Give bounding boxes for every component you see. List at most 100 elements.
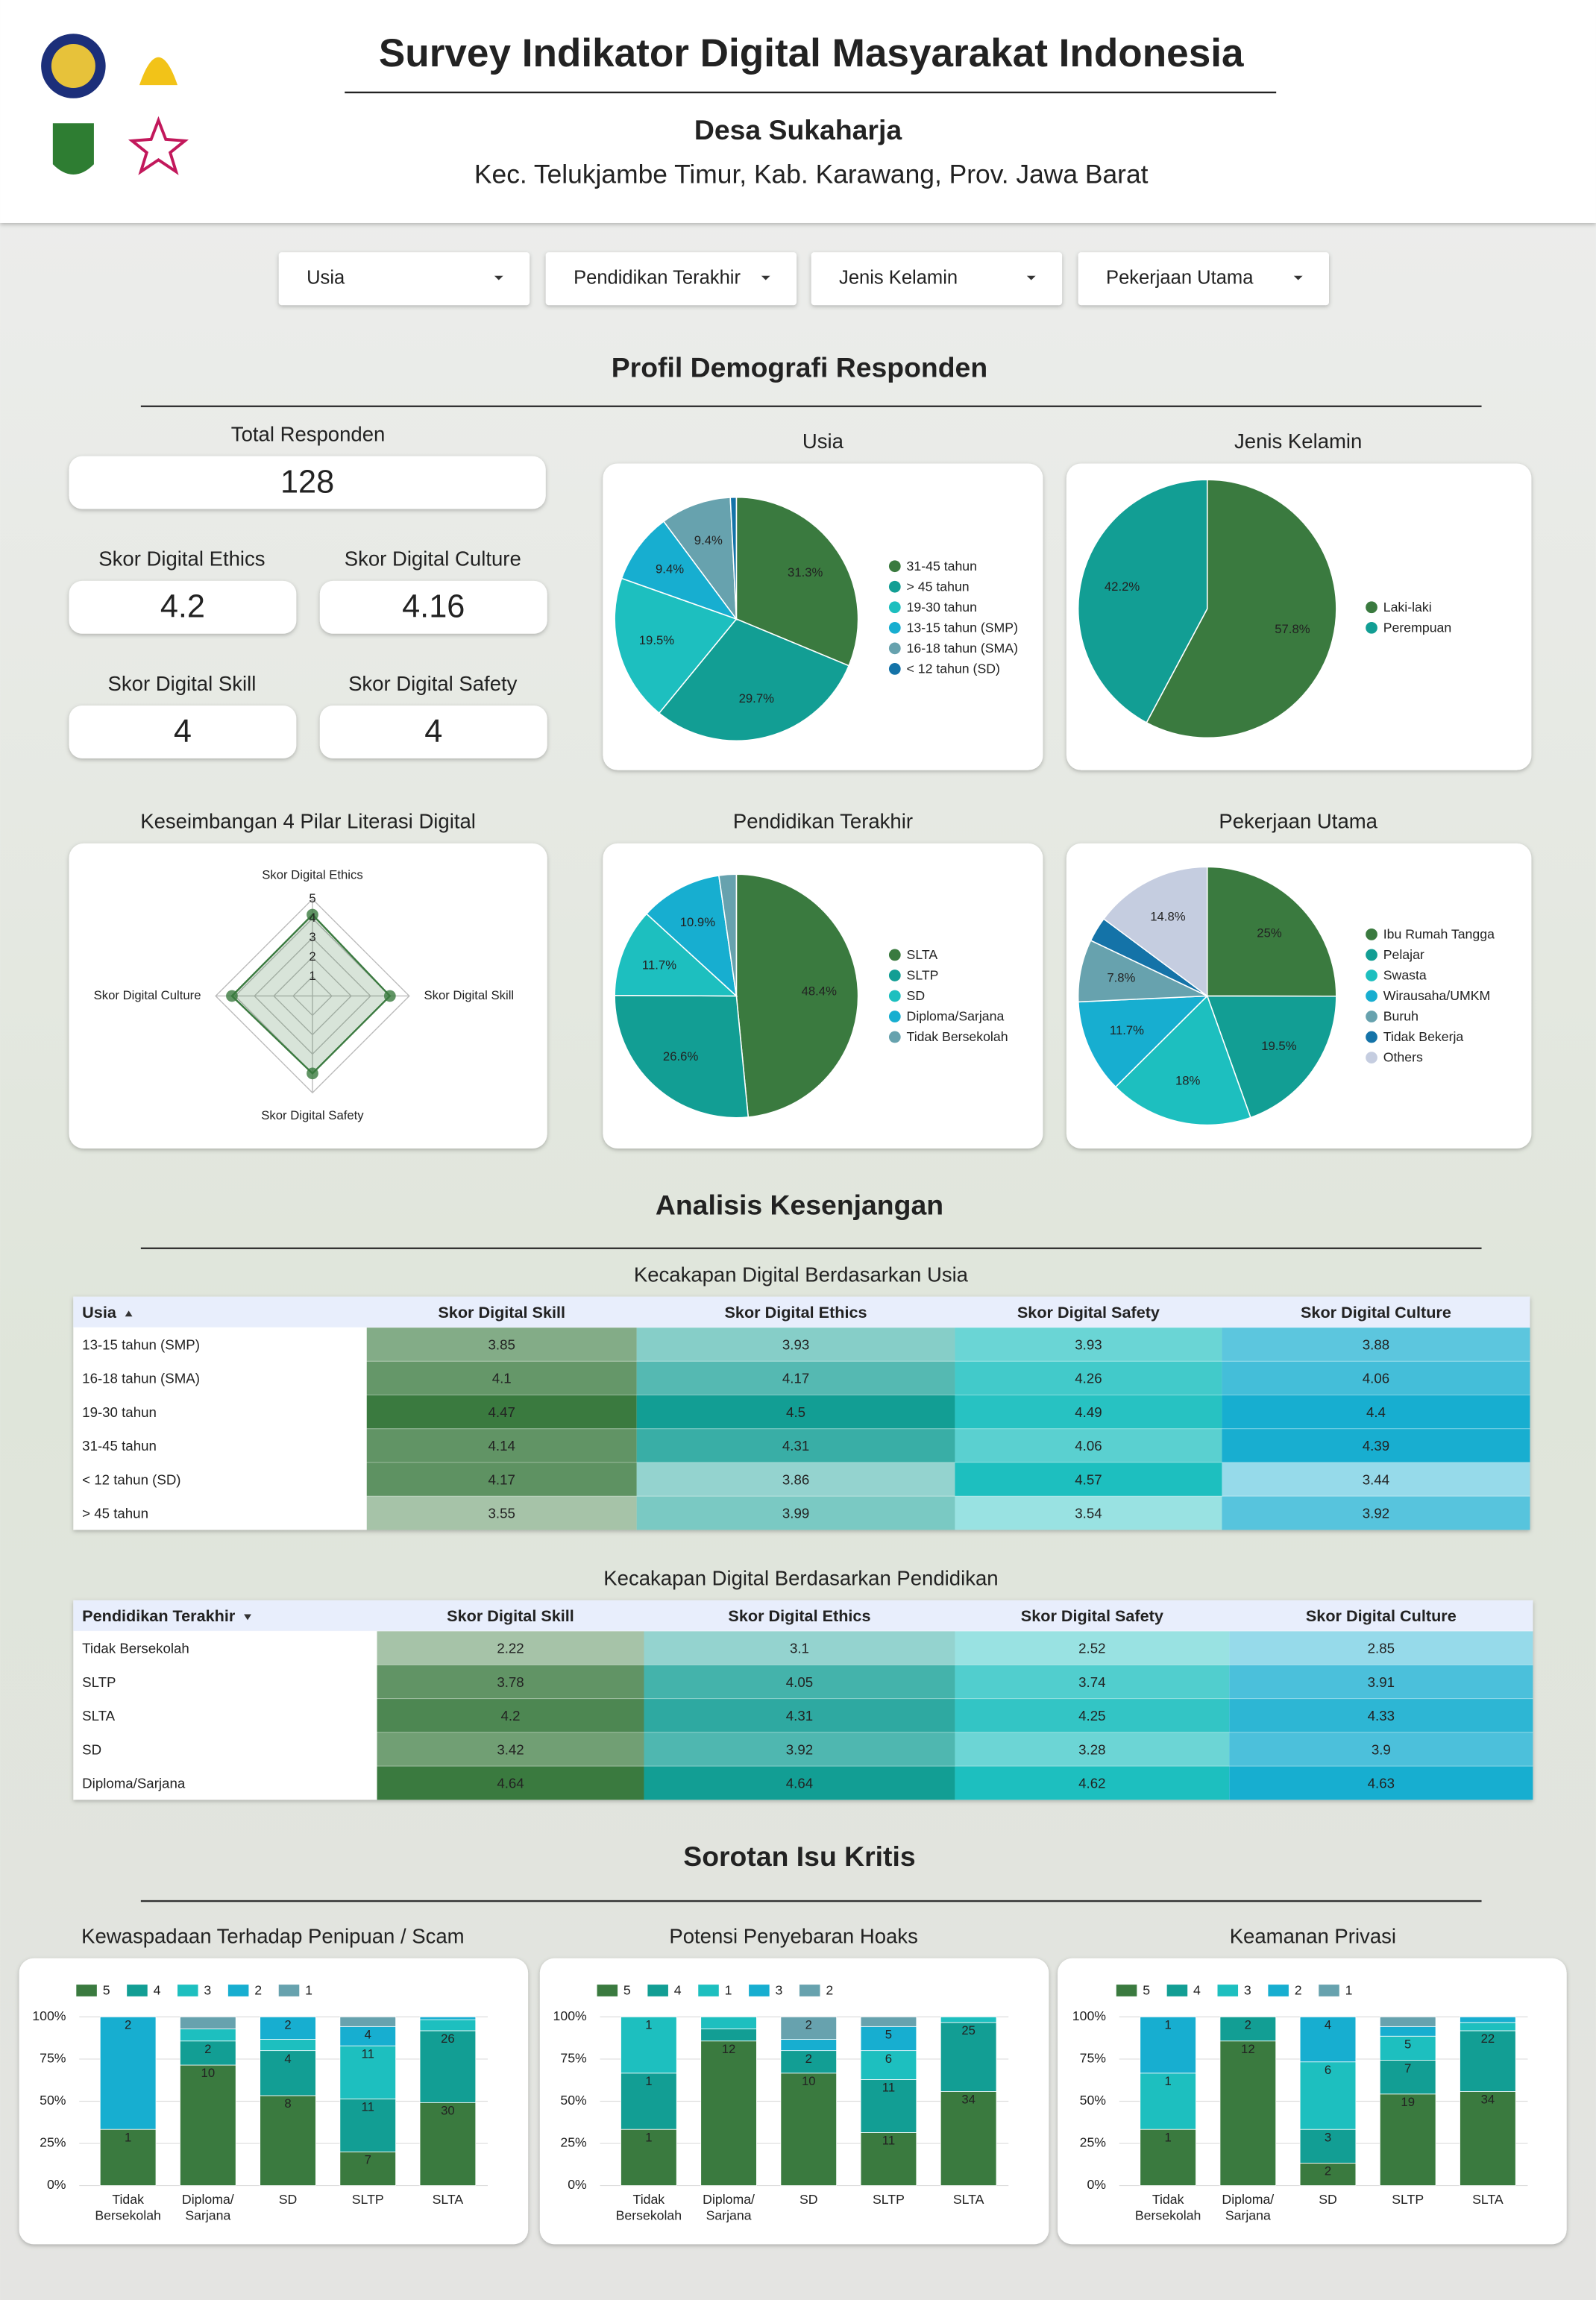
- bar-segment: [1299, 2061, 1357, 2130]
- bar-value-label: 2: [1245, 2018, 1251, 2032]
- bar-segment: [700, 2040, 757, 2186]
- table-header-cell[interactable]: Skor Digital Safety: [1017, 1303, 1160, 1322]
- x-tick-label: SD: [799, 2192, 818, 2207]
- filter-dropdown[interactable]: [1078, 252, 1329, 306]
- table-header-cell[interactable]: Skor Digital Skill: [447, 1606, 574, 1625]
- slice-label: 29.7%: [739, 691, 775, 706]
- dropdown-arrow[interactable]: [494, 275, 503, 280]
- legend-label: 1: [305, 1983, 312, 1998]
- scorecard-label: Skor Digital Skill: [108, 672, 257, 695]
- bar-value-label: 1: [1164, 2018, 1171, 2032]
- legend-label: 19-30 tahun: [907, 600, 977, 615]
- dropdown-arrow[interactable]: [1293, 275, 1303, 280]
- heat-cell: [955, 1766, 1230, 1800]
- cell-value: 4.62: [1078, 1776, 1105, 1791]
- x-tick-label: Sarjana: [706, 2208, 752, 2223]
- cell-value: 4.57: [1075, 1471, 1102, 1487]
- bar-value-label: 3: [1325, 2130, 1331, 2144]
- cell-value: 3.93: [1075, 1337, 1102, 1353]
- table-header-cell[interactable]: Usia: [82, 1303, 117, 1322]
- table-header-cell[interactable]: Skor Digital Ethics: [728, 1606, 870, 1625]
- filter-dropdown[interactable]: [811, 252, 1063, 306]
- table-header-cell[interactable]: Skor Digital Skill: [438, 1303, 565, 1322]
- x-tick-label: Bersekolah: [95, 2208, 161, 2223]
- bar-segment: [860, 2079, 917, 2133]
- radar-point: [307, 908, 318, 921]
- filter-label[interactable]: Jenis Kelamin: [839, 267, 958, 288]
- bar-value-label: 11: [362, 2099, 374, 2114]
- filter-label[interactable]: Pendidikan Terakhir: [574, 267, 741, 288]
- scorecard-value: 4: [174, 714, 192, 750]
- pie-slice: [729, 496, 738, 620]
- bar-value-label: 11: [882, 2134, 895, 2148]
- table-header-cell[interactable]: Pendidikan Terakhir: [82, 1606, 236, 1625]
- section-title: Sorotan Isu Kritis: [683, 1841, 915, 1872]
- filter-dropdown[interactable]: [278, 252, 530, 306]
- cell-value: 3.54: [1075, 1506, 1102, 1521]
- slice-label: 11.7%: [642, 958, 676, 972]
- table-header-cell[interactable]: Skor Digital Safety: [1021, 1606, 1163, 1625]
- bar-value-label: 19: [1401, 2095, 1415, 2109]
- heat-cell: [1222, 1428, 1530, 1462]
- bar-segment: [419, 2102, 477, 2186]
- chart-title: Kewaspadaan Terhadap Penipuan / Scam: [81, 1924, 464, 1947]
- cell-value: 4.31: [786, 1708, 813, 1724]
- bar-value-label: 26: [441, 2032, 455, 2046]
- bar-value-label: 7: [365, 2153, 371, 2167]
- slice-label: 19.5%: [639, 633, 675, 647]
- heat-cell: [366, 1428, 637, 1462]
- pie-slice: [614, 577, 738, 714]
- filter-dropdown[interactable]: [545, 252, 797, 306]
- bar-segment: [180, 2064, 236, 2186]
- sort-indicator[interactable]: [244, 1614, 251, 1621]
- legend-label: Ibu Rumah Tangga: [1383, 927, 1495, 942]
- heat-cell: [644, 1665, 955, 1699]
- x-tick-label: Sarjana: [185, 2208, 230, 2223]
- table-header: [73, 1296, 1530, 1327]
- legend-swatch: [1366, 621, 1377, 634]
- bar-value-label: 7: [1404, 2061, 1411, 2076]
- cell-value: 3.99: [782, 1506, 809, 1521]
- heat-cell: [644, 1766, 955, 1800]
- cell-value: 3.28: [1078, 1741, 1105, 1757]
- x-tick-label: SD: [279, 2192, 298, 2207]
- bar-segment: [339, 2045, 396, 2099]
- axis-label: Skor Digital Skill: [424, 988, 514, 1002]
- bar-segment: [339, 2098, 396, 2152]
- legend-label: Pelajar: [1383, 947, 1424, 962]
- bar-segment: [1460, 2017, 1516, 2023]
- x-tick-label: SLTA: [1472, 2192, 1504, 2207]
- bar-value-label: 22: [1481, 2032, 1495, 2046]
- y-tick-label: 25%: [40, 2135, 66, 2150]
- logos: [41, 34, 189, 175]
- sort-indicator[interactable]: [125, 1310, 133, 1317]
- legend-label: 1: [1345, 1983, 1353, 1998]
- row-label: Tidak Bersekolah: [82, 1641, 189, 1656]
- table-header-cell[interactable]: Skor Digital Ethics: [725, 1303, 867, 1322]
- chart-title: Pendidikan Terakhir: [733, 810, 913, 833]
- cell-value: 3.91: [1368, 1674, 1395, 1690]
- y-tick-label: 0%: [47, 2177, 66, 2192]
- filter-label[interactable]: Usia: [307, 267, 345, 288]
- bar-value-label: 1: [645, 2074, 652, 2088]
- heat-cell: [955, 1496, 1222, 1530]
- section-title: Profil Demografi Responden: [612, 352, 987, 383]
- table-header-cell[interactable]: Skor Digital Culture: [1301, 1303, 1451, 1322]
- filter-label[interactable]: Pekerjaan Utama: [1106, 267, 1254, 288]
- table-header-cell[interactable]: Skor Digital Culture: [1306, 1606, 1457, 1625]
- cell-value: 4.14: [488, 1438, 515, 1454]
- legend-swatch: [1268, 1985, 1289, 1996]
- slice-label: 18%: [1175, 1074, 1201, 1088]
- heat-cell: [636, 1395, 955, 1429]
- dropdown-arrow[interactable]: [761, 275, 770, 280]
- logo: [52, 123, 94, 175]
- legend-label: 16-18 tahun (SMA): [907, 641, 1018, 656]
- chart-title: Keamanan Privasi: [1230, 1924, 1396, 1947]
- logo: [51, 44, 95, 89]
- bar-segment: [621, 2073, 677, 2130]
- slice-label: 10.9%: [680, 915, 716, 929]
- legend-swatch: [749, 1985, 770, 1996]
- legend-swatch: [888, 580, 901, 593]
- dropdown-arrow[interactable]: [1026, 275, 1036, 280]
